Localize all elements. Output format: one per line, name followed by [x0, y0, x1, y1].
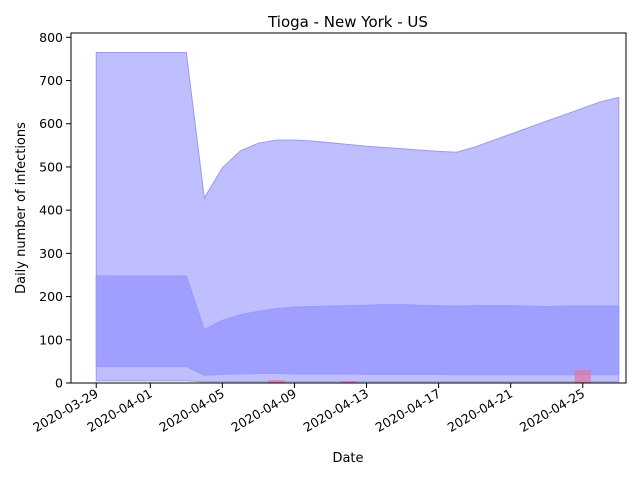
y-tick-label: 700 [39, 73, 63, 88]
y-tick-label: 600 [39, 116, 63, 131]
observed-bar [340, 380, 357, 383]
y-tick-label: 200 [39, 289, 63, 304]
y-axis-title: Daily number of infections [14, 122, 29, 294]
observed-bar [268, 379, 285, 383]
y-tick-label: 0 [55, 376, 63, 391]
y-tick-label: 300 [39, 246, 63, 261]
plot-frame [70, 32, 627, 384]
inner-band-area [95, 275, 620, 376]
y-tick-label: 800 [39, 30, 63, 45]
y-tick-label: 400 [39, 203, 63, 218]
chart-title: Tioga - New York - US [267, 13, 428, 31]
outer-band-area [95, 51, 620, 383]
y-axis: 0 100 200 300 400 500 600 700 800 [39, 30, 71, 391]
observed-bar [574, 370, 591, 383]
y-tick-label: 100 [39, 332, 63, 347]
y-tick-label: 500 [39, 159, 63, 174]
plot-area [95, 51, 620, 383]
x-axis-title: Date [332, 451, 363, 466]
